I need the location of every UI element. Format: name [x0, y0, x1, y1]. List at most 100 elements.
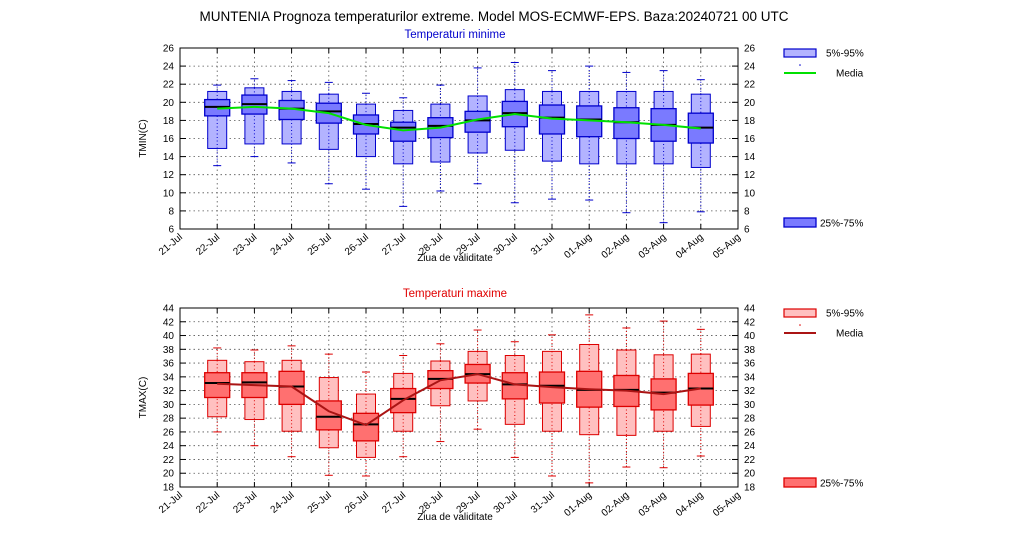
legend-dot: [799, 64, 801, 66]
y-tick-label-left: 44: [163, 304, 175, 315]
legend-label-p5-p95: 5%-95%: [826, 309, 864, 320]
x-axis-label: Ziua de validitate: [417, 512, 493, 523]
box-30-Jul: [501, 341, 528, 458]
y-tick-label-left: 42: [163, 317, 175, 328]
x-tick-label: 21-Jul: [157, 232, 185, 258]
y-tick-label-right: 24: [744, 441, 756, 452]
box-25-Jul: [315, 81, 342, 185]
y-tick-label-right: 24: [744, 62, 756, 73]
y-tick-label-right: 18: [744, 116, 756, 127]
y-tick-label-left: 22: [163, 80, 175, 91]
legend-label-p25-p75: 25%-75%: [820, 479, 863, 490]
y-axis-label: TMIN(C): [138, 119, 149, 157]
x-tick-label: 24-Jul: [269, 490, 297, 516]
box-25-Jul: [315, 353, 342, 476]
x-tick-label: 22-Jul: [194, 490, 222, 516]
y-tick-label-left: 20: [163, 469, 175, 480]
x-tick-label: 01-Aug: [562, 232, 594, 261]
y-tick-label-left: 40: [163, 331, 175, 342]
x-tick-label: 05-Aug: [711, 232, 743, 261]
y-tick-label-right: 6: [744, 225, 750, 236]
y-tick-label-left: 32: [163, 386, 175, 397]
y-tick-label-left: 14: [163, 152, 175, 163]
y-tick-label-left: 20: [163, 98, 175, 109]
y-tick-label-left: 26: [163, 44, 175, 55]
box-22-Jul: [204, 84, 231, 167]
y-tick-label-right: 26: [744, 427, 756, 438]
y-tick-label-right: 20: [744, 469, 756, 480]
y-tick-label-right: 34: [744, 372, 756, 383]
y-tick-label-right: 16: [744, 134, 756, 145]
legend-swatch-p25-p75: [783, 217, 817, 228]
x-tick-label: 05-Aug: [711, 490, 743, 519]
box-01-Aug: [576, 65, 603, 201]
legend-label-p5-p95: 5%-95%: [826, 49, 864, 60]
y-tick-label-right: 10: [744, 188, 756, 199]
y-tick-label-left: 8: [168, 206, 174, 217]
legend-swatch-p25-p75: [783, 477, 817, 488]
y-tick-label-left: 24: [163, 62, 175, 73]
x-tick-label: 03-Aug: [637, 232, 669, 261]
box-30-Jul: [501, 61, 528, 204]
legend-swatch-p5-p95: [783, 308, 817, 318]
y-tick-label-left: 26: [163, 427, 175, 438]
box-28-Jul: [427, 84, 454, 192]
y-tick-label-right: 32: [744, 386, 756, 397]
y-tick-label-right: 22: [744, 455, 756, 466]
y-tick-label-right: 20: [744, 98, 756, 109]
y-tick-label-right: 28: [744, 414, 756, 425]
box-23-Jul: [241, 349, 268, 447]
plot-frame: [179, 47, 739, 230]
y-tick-label-left: 12: [163, 170, 175, 181]
box-24-Jul: [278, 80, 305, 164]
main-title: MUNTENIA Prognoza temperaturilor extreme…: [200, 9, 789, 24]
y-tick-label-left: 34: [163, 372, 175, 383]
y-tick-label-left: 18: [163, 116, 175, 127]
y-tick-label-right: 18: [744, 483, 756, 494]
y-tick-label-right: 26: [744, 44, 756, 55]
x-tick-label: 23-Jul: [231, 232, 259, 258]
y-tick-label-left: 24: [163, 441, 175, 452]
x-tick-label: 04-Aug: [674, 232, 706, 261]
x-tick-label: 03-Aug: [637, 490, 669, 519]
mean-line: [217, 373, 701, 427]
legend-swatch-p5-p95: [783, 48, 817, 58]
legend-label-mean: Media: [836, 69, 864, 80]
x-tick-label: 27-Jul: [380, 490, 408, 516]
y-axis-label: TMAX(C): [138, 377, 149, 419]
y-tick-label-left: 28: [163, 414, 175, 425]
legend: 5%-95% Media 25%-75%: [783, 308, 864, 490]
y-tick-label-left: 36: [163, 359, 175, 370]
x-tick-label: 26-Jul: [343, 490, 371, 516]
box-23-Jul: [241, 78, 268, 158]
y-tick-label-right: 22: [744, 80, 756, 91]
y-tick-label-left: 22: [163, 455, 175, 466]
y-tick-label-right: 36: [744, 359, 756, 370]
x-tick-label: 02-Aug: [600, 490, 632, 519]
box-p25-p75: [278, 370, 305, 406]
legend-label-mean: Media: [836, 329, 864, 340]
y-tick-label-right: 8: [744, 206, 750, 217]
y-tick-label-right: 12: [744, 170, 756, 181]
box-p25-p75: [390, 121, 417, 142]
plot-frame: [179, 307, 739, 488]
x-tick-label: 27-Jul: [380, 232, 408, 258]
x-tick-label: 04-Aug: [674, 490, 706, 519]
y-tick-label-right: 38: [744, 345, 756, 356]
y-tick-label-left: 38: [163, 345, 175, 356]
box-24-Jul: [278, 345, 305, 458]
y-tick-label-right: 30: [744, 400, 756, 411]
panel-title: Temperaturi minime: [405, 29, 506, 41]
legend: 5%-95% Media 25%-75%: [783, 48, 864, 230]
x-tick-label: 01-Aug: [562, 490, 594, 519]
y-tick-label-left: 10: [163, 188, 175, 199]
x-tick-label: 22-Jul: [194, 232, 222, 258]
y-tick-label-right: 44: [744, 304, 756, 315]
x-tick-label: 26-Jul: [343, 232, 371, 258]
x-tick-label: 31-Jul: [529, 232, 557, 258]
y-tick-label-right: 14: [744, 152, 756, 163]
legend-label-p25-p75: 25%-75%: [820, 219, 863, 230]
y-tick-label-right: 40: [744, 331, 756, 342]
x-tick-label: 21-Jul: [157, 490, 185, 516]
